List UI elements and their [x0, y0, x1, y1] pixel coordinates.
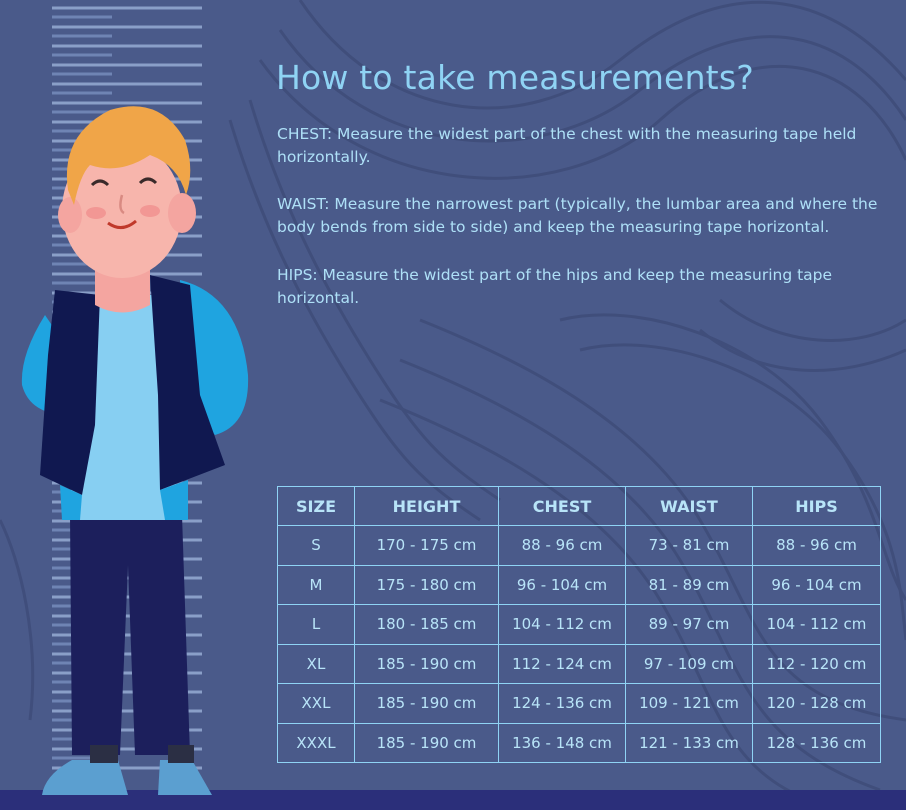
cell-height: 170 - 175 cm	[354, 525, 499, 566]
cell-hips: 104 - 112 cm	[752, 604, 881, 645]
cell-waist: 97 - 109 cm	[625, 643, 753, 684]
cell-chest: 96 - 104 cm	[498, 564, 626, 605]
cell-size: L	[277, 604, 355, 645]
cell-size: XXL	[277, 683, 355, 724]
cell-chest: 112 - 124 cm	[498, 643, 626, 684]
floor-strip	[0, 790, 906, 810]
cell-hips: 88 - 96 cm	[752, 525, 881, 566]
cell-chest: 88 - 96 cm	[498, 525, 626, 566]
cell-hips: 96 - 104 cm	[752, 564, 881, 605]
table-row: L 180 - 185 cm 104 - 112 cm 89 - 97 cm 1…	[277, 604, 881, 645]
table-row: XXL 185 - 190 cm 124 - 136 cm 109 - 121 …	[277, 683, 881, 724]
page-title: How to take measurements?	[276, 58, 754, 97]
header-chest: CHEST	[498, 486, 626, 526]
cell-chest: 136 - 148 cm	[498, 722, 626, 763]
header-hips: HIPS	[752, 486, 881, 526]
cell-chest: 124 - 136 cm	[498, 683, 626, 724]
table-row: XXXL 185 - 190 cm 136 - 148 cm 121 - 133…	[277, 722, 881, 763]
cell-height: 185 - 190 cm	[354, 722, 499, 763]
chest-instruction: CHEST: Measure the widest part of the ch…	[277, 125, 857, 166]
cell-waist: 109 - 121 cm	[625, 683, 753, 724]
cell-size: XXXL	[277, 722, 355, 763]
cell-size: XL	[277, 643, 355, 684]
cell-size: M	[277, 564, 355, 605]
table-header-row: SIZE HEIGHT CHEST WAIST HIPS	[277, 486, 881, 526]
table-row: S 170 - 175 cm 88 - 96 cm 73 - 81 cm 88 …	[277, 525, 881, 566]
waist-instruction: WAIST: Measure the narrowest part (typic…	[277, 195, 878, 236]
cell-hips: 112 - 120 cm	[752, 643, 881, 684]
size-chart-table: SIZE HEIGHT CHEST WAIST HIPS S 170 - 175…	[277, 486, 881, 763]
table-row: M 175 - 180 cm 96 - 104 cm 81 - 89 cm 96…	[277, 564, 881, 605]
cell-waist: 89 - 97 cm	[625, 604, 753, 645]
cell-hips: 120 - 128 cm	[752, 683, 881, 724]
cell-height: 185 - 190 cm	[354, 643, 499, 684]
cell-waist: 81 - 89 cm	[625, 564, 753, 605]
cell-size: S	[277, 525, 355, 566]
cell-hips: 128 - 136 cm	[752, 722, 881, 763]
cell-height: 185 - 190 cm	[354, 683, 499, 724]
cell-waist: 121 - 133 cm	[625, 722, 753, 763]
cell-height: 175 - 180 cm	[354, 564, 499, 605]
boy-illustration	[21, 106, 249, 795]
table-row: XL 185 - 190 cm 112 - 124 cm 97 - 109 cm…	[277, 643, 881, 684]
hips-instruction: HIPS: Measure the widest part of the hip…	[277, 266, 833, 307]
cell-waist: 73 - 81 cm	[625, 525, 753, 566]
header-size: SIZE	[277, 486, 355, 526]
header-height: HEIGHT	[354, 486, 499, 526]
header-waist: WAIST	[625, 486, 753, 526]
cell-height: 180 - 185 cm	[354, 604, 499, 645]
cell-chest: 104 - 112 cm	[498, 604, 626, 645]
